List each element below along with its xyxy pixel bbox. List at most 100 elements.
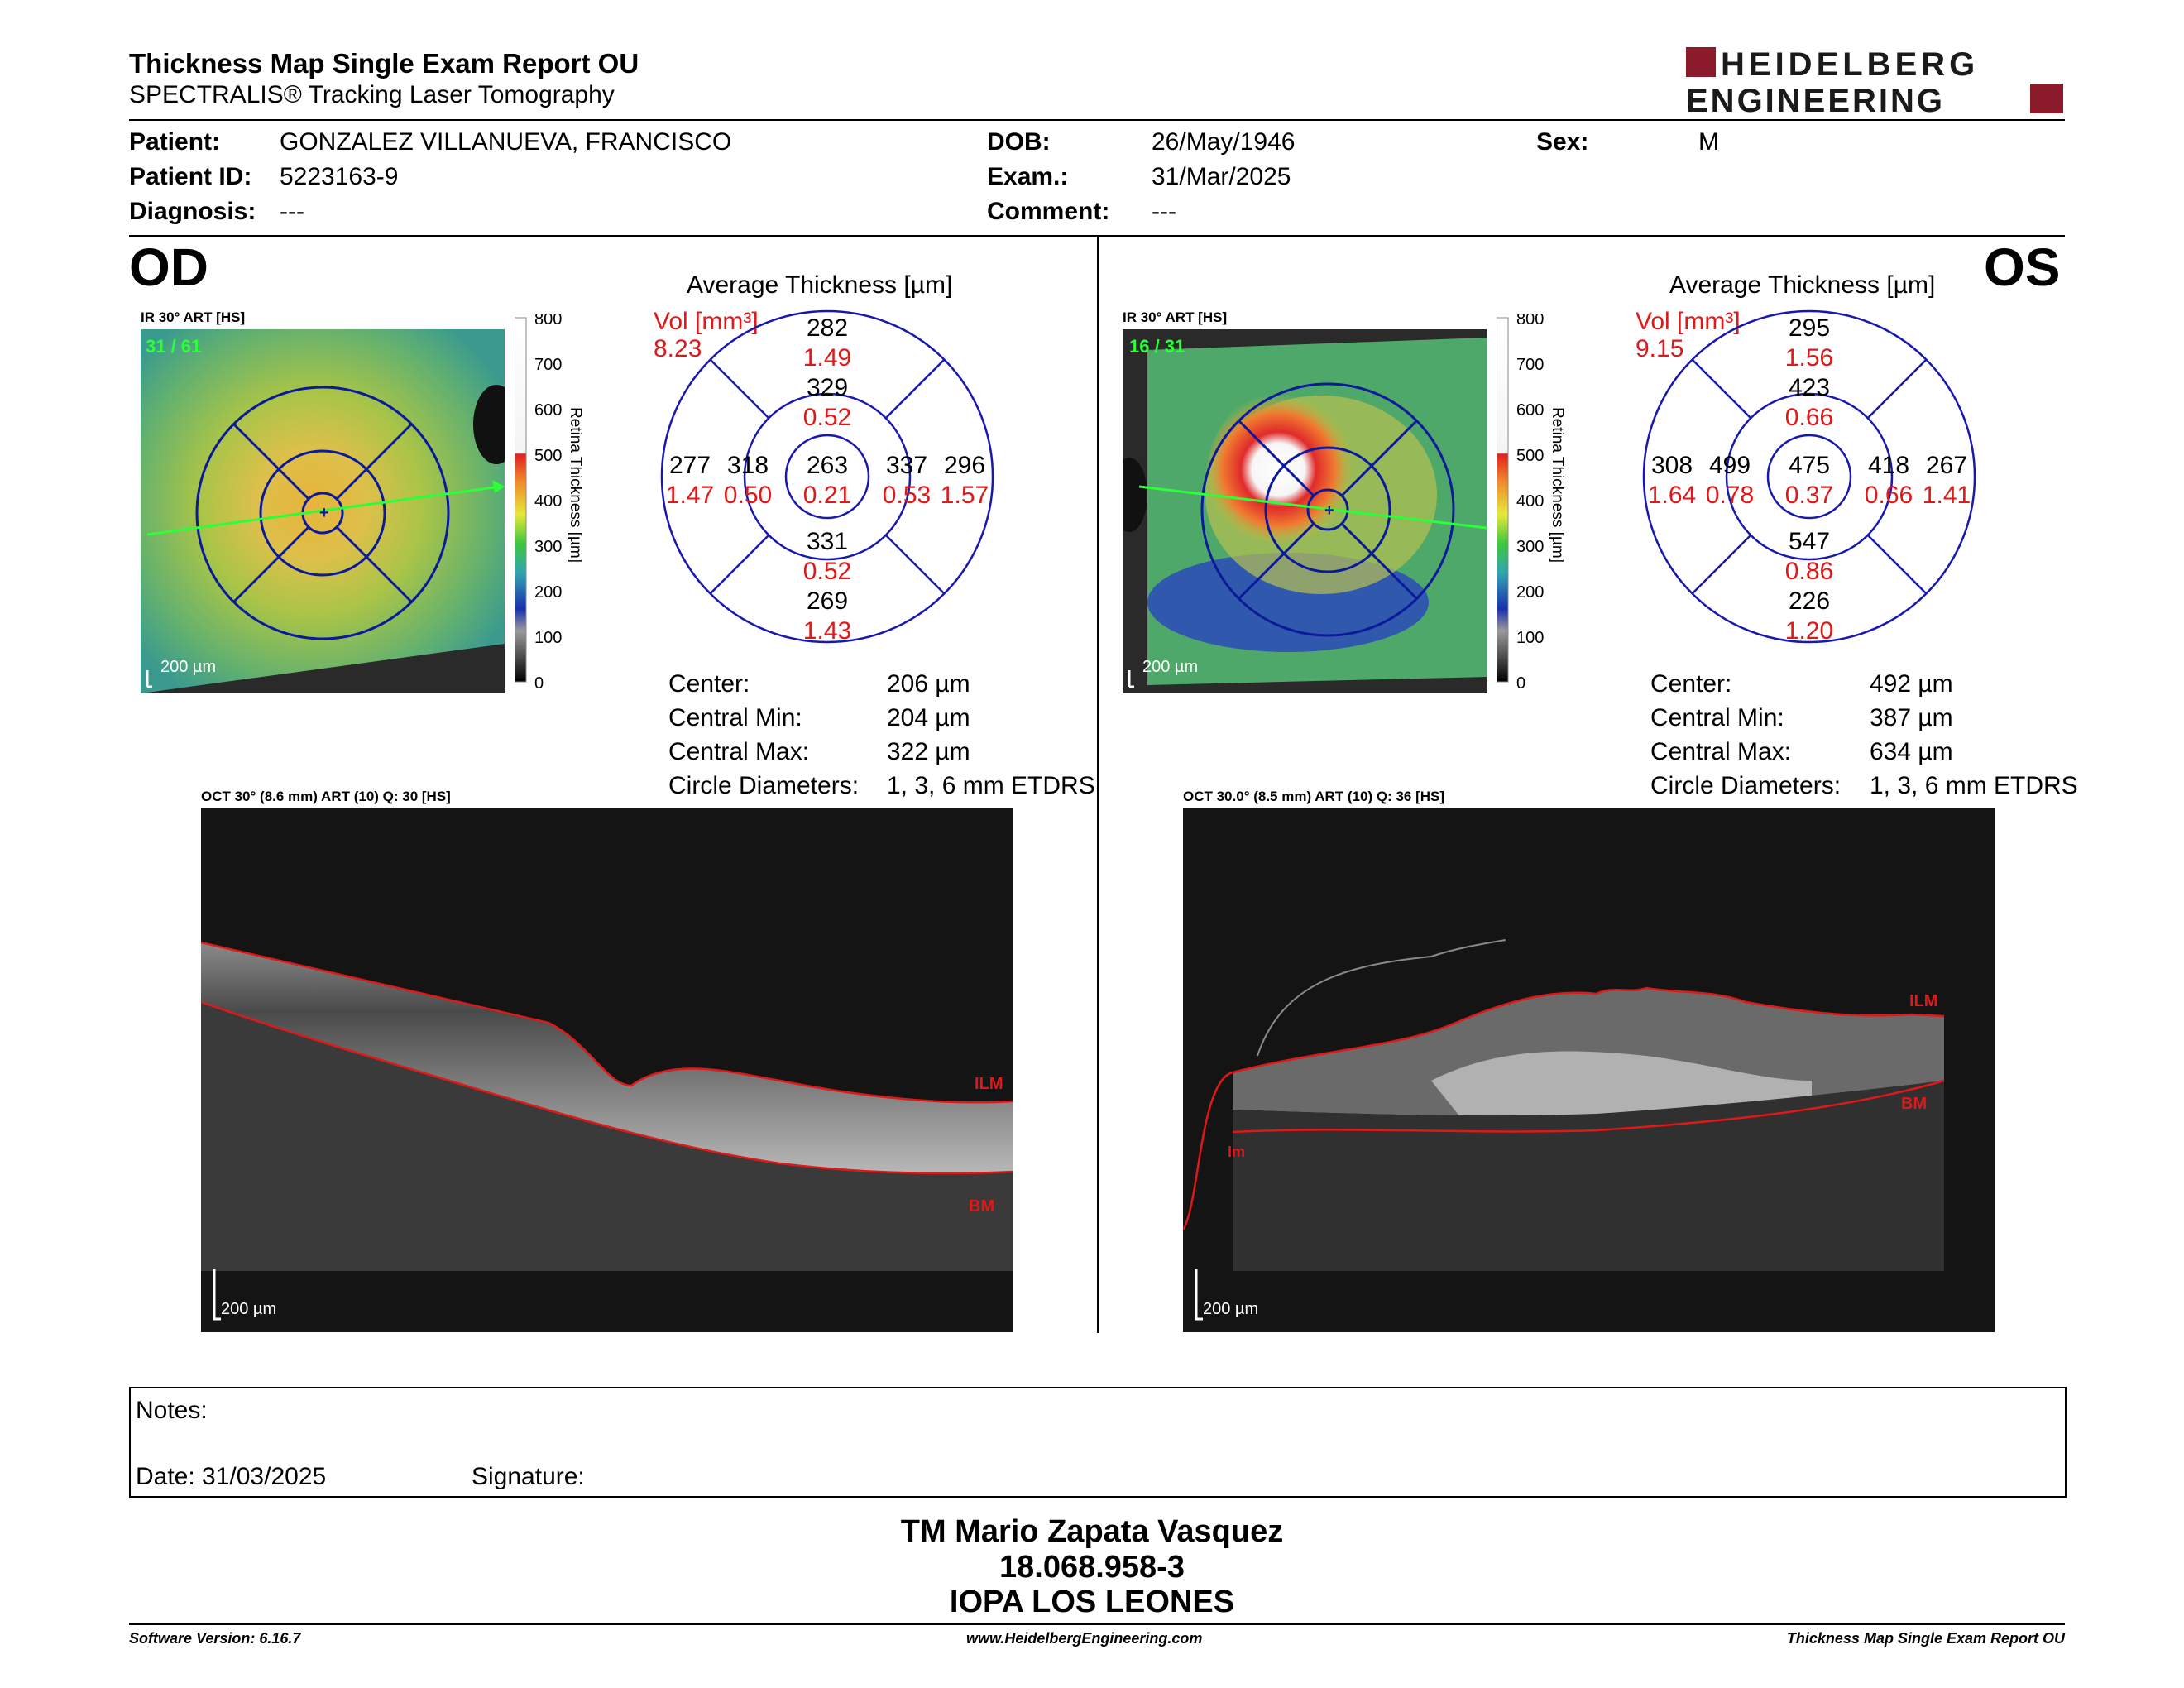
od-stat-diam-value: 1, 3, 6 mm ETDRS <box>887 772 1095 799</box>
os-inner-bottom: 547 <box>1789 528 1830 555</box>
website-link[interactable]: www.HeidelbergEngineering.com <box>966 1630 1203 1647</box>
od-oct-graphic: ILM BM 200 µm <box>200 808 1013 1332</box>
od-inner-top-vol: 0.52 <box>803 404 851 431</box>
os-stat-max-value: 634 µm <box>1870 738 1953 765</box>
os-outer-right-vol: 1.41 <box>1923 482 1971 509</box>
od-oct-scale-bar <box>213 1269 221 1321</box>
notes-box[interactable]: Notes: Date: 31/03/2025 Signature: <box>129 1387 2067 1498</box>
od-colorbar-title: Retina Thickness [µm] <box>567 407 584 563</box>
od-etdrs-grid <box>195 386 450 640</box>
svg-text:400: 400 <box>534 492 562 511</box>
od-ilm-label: ILM <box>975 1075 1003 1093</box>
os-inner-top-vol: 0.66 <box>1785 404 1833 431</box>
os-inner-left-vol: 0.78 <box>1706 482 1754 509</box>
od-thickness-map: + 31 / 61 200 µm <box>141 329 520 693</box>
patient-rule <box>129 235 2065 237</box>
os-center: 475 <box>1789 452 1830 479</box>
od-inner-left: 318 <box>727 452 769 479</box>
od-etdrs-rings <box>660 309 994 644</box>
od-ir-label: IR 30° ART [HS] <box>141 309 246 325</box>
os-bm-label: BM <box>1901 1095 1927 1113</box>
od-colorbar-ticks: 800 700 600 500 400 300 200 100 0 <box>534 310 562 693</box>
diagnosis: --- <box>280 198 304 225</box>
notes-date: Date: 31/03/2025 <box>136 1463 327 1490</box>
od-center-vol: 0.21 <box>803 482 851 509</box>
svg-text:700: 700 <box>534 356 562 374</box>
od-inner-bottom-vol: 0.52 <box>803 558 851 585</box>
od-outer-bottom-vol: 1.43 <box>803 617 851 645</box>
os-stat-center-value: 492 µm <box>1870 670 1953 698</box>
od-frames: 31 / 61 <box>146 336 201 357</box>
os-center-mark: + <box>1324 501 1334 520</box>
os-stat-diam-value: 1, 3, 6 mm ETDRS <box>1870 772 2078 799</box>
os-scale-label: 200 µm <box>1142 658 1198 676</box>
svg-text:800: 800 <box>1516 314 1544 328</box>
od-inner-right-vol: 0.53 <box>883 482 931 509</box>
os-etdrs-chart: 295 1.56 423 0.66 308 1.64 499 0.78 475 … <box>1636 303 1983 650</box>
od-scale-bar <box>146 670 152 688</box>
os-outer-right: 267 <box>1926 452 1967 479</box>
od-inner-right: 337 <box>886 452 927 479</box>
signer-institution: IOPA LOS LEONES <box>949 1585 1235 1619</box>
os-vol-label: Vol [mm³] <box>1636 308 1741 335</box>
report-subtitle: SPECTRALIS® Tracking Laser Tomography <box>129 81 615 108</box>
os-stat-max-label: Central Max: <box>1650 738 1792 765</box>
os-outer-bottom-vol: 1.20 <box>1785 617 1833 645</box>
os-oct-graphic: ILM BM Im 200 µm <box>1181 808 1995 1332</box>
od-center: 263 <box>807 452 848 479</box>
od-outer-left-vol: 1.47 <box>666 482 714 509</box>
od-etdrs-svg: 282 1.49 329 0.52 277 1.47 318 0.50 263 … <box>660 309 994 645</box>
patient-id-label: Patient ID: <box>129 163 252 190</box>
logo-line1: HEIDELBERG <box>1721 46 1979 83</box>
patient-name: GONZALEZ VILLANUEVA, FRANCISCO <box>280 128 732 156</box>
logo-square-top <box>1686 47 1716 77</box>
os-oct-scan: ILM BM Im 200 µm <box>1181 808 1995 1332</box>
os-outer-left-vol: 1.64 <box>1648 482 1696 509</box>
os-frames: 16 / 31 <box>1129 336 1185 357</box>
footer-rule <box>129 1623 2065 1625</box>
os-map-graphic: + 16 / 31 200 µm <box>1111 329 1487 693</box>
od-stat-diam-label: Circle Diameters: <box>668 772 860 799</box>
od-bm-label: BM <box>969 1197 994 1216</box>
od-outer-top-vol: 1.49 <box>803 344 851 372</box>
od-vol-label: Vol [mm³] <box>654 308 759 335</box>
patient-id: 5223163-9 <box>280 163 399 190</box>
os-scan-line <box>1138 485 1487 530</box>
svg-text:200: 200 <box>1516 583 1544 602</box>
od-outer-right-vol: 1.57 <box>941 482 989 509</box>
od-outer-bottom: 269 <box>807 587 848 615</box>
logo-graphic: HEIDELBERG ENGINEERING <box>1686 46 2063 119</box>
svg-text:400: 400 <box>1516 492 1544 511</box>
diagnosis-label: Diagnosis: <box>129 198 256 225</box>
os-colorbar-graphic: 800 700 600 500 400 300 200 100 0 Retina… <box>1496 310 1566 693</box>
os-outer-bottom: 226 <box>1789 587 1830 615</box>
od-choroid <box>201 1002 1013 1271</box>
svg-text:300: 300 <box>1516 538 1544 556</box>
od-ilm-line <box>200 941 1013 1104</box>
os-inner-bottom-vol: 0.86 <box>1785 558 1833 585</box>
svg-text:100: 100 <box>534 629 562 647</box>
od-vol-total: 8.23 <box>654 335 702 362</box>
svg-text:0: 0 <box>534 674 544 693</box>
svg-text:200: 200 <box>534 583 562 602</box>
os-colorbar: 800 700 600 500 400 300 200 100 0 Retina… <box>1496 310 1571 695</box>
dob-label: DOB: <box>987 128 1051 156</box>
od-inner-top: 329 <box>807 374 848 401</box>
footer-report-title: Thickness Map Single Exam Report OU <box>1786 1630 2065 1647</box>
os-inner-left: 499 <box>1709 452 1751 479</box>
os-outer-left: 308 <box>1651 452 1693 479</box>
os-colorbar-title: Retina Thickness [µm] <box>1549 407 1566 563</box>
sex: M <box>1698 128 1719 156</box>
os-im-label: Im <box>1228 1144 1245 1160</box>
od-stat-max-value: 322 µm <box>887 738 970 765</box>
svg-text:500: 500 <box>1516 447 1544 465</box>
os-stat-center-label: Center: <box>1650 670 1732 698</box>
od-bm-line <box>200 1000 1013 1175</box>
center-divider <box>1097 237 1099 1333</box>
os-thick-region <box>1205 375 1420 590</box>
signer-name: TM Mario Zapata Vasquez <box>900 1514 1284 1549</box>
svg-text:600: 600 <box>534 401 562 420</box>
od-outer-right: 296 <box>944 452 985 479</box>
od-oct-label: OCT 30° (8.6 mm) ART (10) Q: 30 [HS] <box>201 789 451 804</box>
os-avg-title: Average Thickness [µm] <box>1669 271 1936 299</box>
